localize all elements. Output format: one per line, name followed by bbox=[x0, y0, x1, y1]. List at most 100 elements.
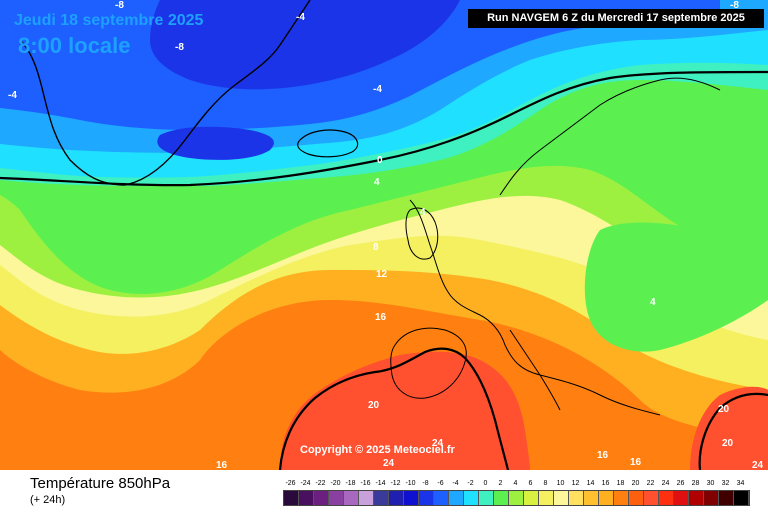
legend-swatch bbox=[359, 491, 374, 505]
iso-label: 20 bbox=[718, 404, 730, 415]
legend-swatch bbox=[569, 491, 584, 505]
iso-label: 24 bbox=[432, 438, 444, 449]
isotherm-twenty-east bbox=[698, 392, 768, 470]
legend-tick: -26 bbox=[285, 480, 296, 487]
italy-outline bbox=[509, 329, 561, 411]
legend-tick: 14 bbox=[586, 480, 595, 487]
legend-tick: 28 bbox=[691, 480, 700, 487]
legend-tick: 20 bbox=[631, 480, 640, 487]
iso-label: 16 bbox=[597, 450, 609, 461]
legend-swatch bbox=[734, 491, 749, 505]
band-deep-blue-2 bbox=[157, 126, 274, 160]
iso-label: -8 bbox=[730, 0, 739, 11]
legend-tick: 8 bbox=[543, 480, 548, 487]
legend-tick: -18 bbox=[345, 480, 356, 487]
legend-tick: -16 bbox=[360, 480, 371, 487]
legend-tick: 34 bbox=[736, 480, 745, 487]
legend-swatch bbox=[449, 491, 464, 505]
legend-labels: -26 -24 -22 -20 -18 -16 -14 -12 -10 -8 -6 -4 -2 0 2 4 6 8… bbox=[283, 480, 753, 490]
legend-swatch bbox=[419, 491, 434, 505]
legend-swatch bbox=[644, 491, 659, 505]
band-green-east bbox=[584, 222, 768, 352]
legend-swatch bbox=[674, 491, 689, 505]
legend-tick: -4 bbox=[452, 480, 459, 487]
legend-tick: 22 bbox=[646, 480, 655, 487]
iso-label: 4 bbox=[650, 297, 656, 308]
legend-tick: -12 bbox=[390, 480, 401, 487]
iberia-outline bbox=[390, 327, 467, 399]
legend-swatch bbox=[464, 491, 479, 505]
legend-tick: -6 bbox=[437, 480, 444, 487]
iso-label: 16 bbox=[630, 457, 642, 468]
legend-tick: 26 bbox=[676, 480, 685, 487]
legend-swatch bbox=[284, 491, 299, 505]
map-title: Température 850hPa bbox=[30, 475, 171, 492]
legend-swatch bbox=[404, 491, 419, 505]
legend-swatch bbox=[434, 491, 449, 505]
legend-swatch bbox=[314, 491, 329, 505]
legend-tick: 10 bbox=[556, 480, 565, 487]
iso-label: -4 bbox=[373, 84, 382, 95]
legend-tick: 2 bbox=[498, 480, 503, 487]
britain-outline bbox=[405, 207, 439, 260]
legend-tick: 16 bbox=[601, 480, 610, 487]
iso-label: 0 bbox=[377, 155, 383, 166]
legend-swatch bbox=[344, 491, 359, 505]
legend-swatch bbox=[689, 491, 704, 505]
iso-label: 4 bbox=[374, 177, 380, 188]
legend-swatch bbox=[599, 491, 614, 505]
legend-swatch bbox=[629, 491, 644, 505]
legend-tick: -2 bbox=[467, 480, 474, 487]
temperature-map: -8 -8 -4 -4 -4 -8 0 4 4 4 8 12 16 16 16 … bbox=[0, 0, 768, 470]
legend-swatch bbox=[584, 491, 599, 505]
iso-label: -4 bbox=[296, 12, 305, 23]
forecast-time: 8:00 locale bbox=[18, 33, 131, 58]
legend-tick: 32 bbox=[721, 480, 730, 487]
map-canvas: -8 -8 -4 -4 -4 -8 0 4 4 4 8 12 16 16 16 … bbox=[0, 0, 768, 470]
iso-label: 4 bbox=[420, 207, 426, 218]
legend-swatch bbox=[374, 491, 389, 505]
legend-swatch bbox=[479, 491, 494, 505]
iceland-outline bbox=[297, 129, 359, 158]
isotherm-zero bbox=[0, 70, 768, 187]
copyright-text: Copyright © 2025 Meteociel.fr bbox=[300, 444, 455, 456]
legend-swatch bbox=[329, 491, 344, 505]
iso-label: 12 bbox=[376, 269, 388, 280]
legend-tick: 24 bbox=[661, 480, 670, 487]
legend-swatch bbox=[539, 491, 554, 505]
iso-label: 24 bbox=[383, 458, 395, 469]
forecast-date: Jeudi 18 septembre 2025 bbox=[14, 12, 204, 29]
legend-tick: -20 bbox=[330, 480, 341, 487]
legend-tick: -24 bbox=[300, 480, 311, 487]
legend-swatch bbox=[554, 491, 569, 505]
color-legend bbox=[283, 490, 750, 506]
run-info: Run NAVGEM 6 Z du Mercredi 17 septembre … bbox=[468, 9, 764, 28]
iso-label: 16 bbox=[375, 312, 387, 323]
legend-swatch bbox=[509, 491, 524, 505]
europe-coast bbox=[409, 199, 661, 416]
forecast-offset: (+ 24h) bbox=[30, 494, 66, 506]
legend-swatch bbox=[614, 491, 629, 505]
iso-label: 16 bbox=[216, 460, 228, 470]
legend-swatch bbox=[494, 491, 509, 505]
iso-label: 20 bbox=[722, 438, 734, 449]
legend-tick: 4 bbox=[513, 480, 518, 487]
legend-swatch bbox=[524, 491, 539, 505]
legend-tick: -10 bbox=[405, 480, 416, 487]
legend-tick: 12 bbox=[571, 480, 580, 487]
iso-label: -8 bbox=[175, 42, 184, 53]
iso-label: -4 bbox=[8, 90, 17, 101]
legend-tick: 18 bbox=[616, 480, 625, 487]
greenland-outline bbox=[19, 0, 311, 186]
iso-label: 8 bbox=[373, 242, 379, 253]
band-deep-blue bbox=[150, 0, 460, 90]
scandinavia-coast bbox=[499, 77, 721, 196]
footer: Température 850hPa (+ 24h) -26 -24 -22 -20-… bbox=[0, 470, 768, 512]
legend-tick: 0 bbox=[483, 480, 488, 487]
legend-tick: -14 bbox=[375, 480, 386, 487]
legend-swatch bbox=[389, 491, 404, 505]
iso-label: 24 bbox=[752, 460, 764, 470]
band-red-east bbox=[690, 386, 768, 470]
legend-tick: 6 bbox=[528, 480, 533, 487]
iso-label: -8 bbox=[115, 0, 124, 11]
